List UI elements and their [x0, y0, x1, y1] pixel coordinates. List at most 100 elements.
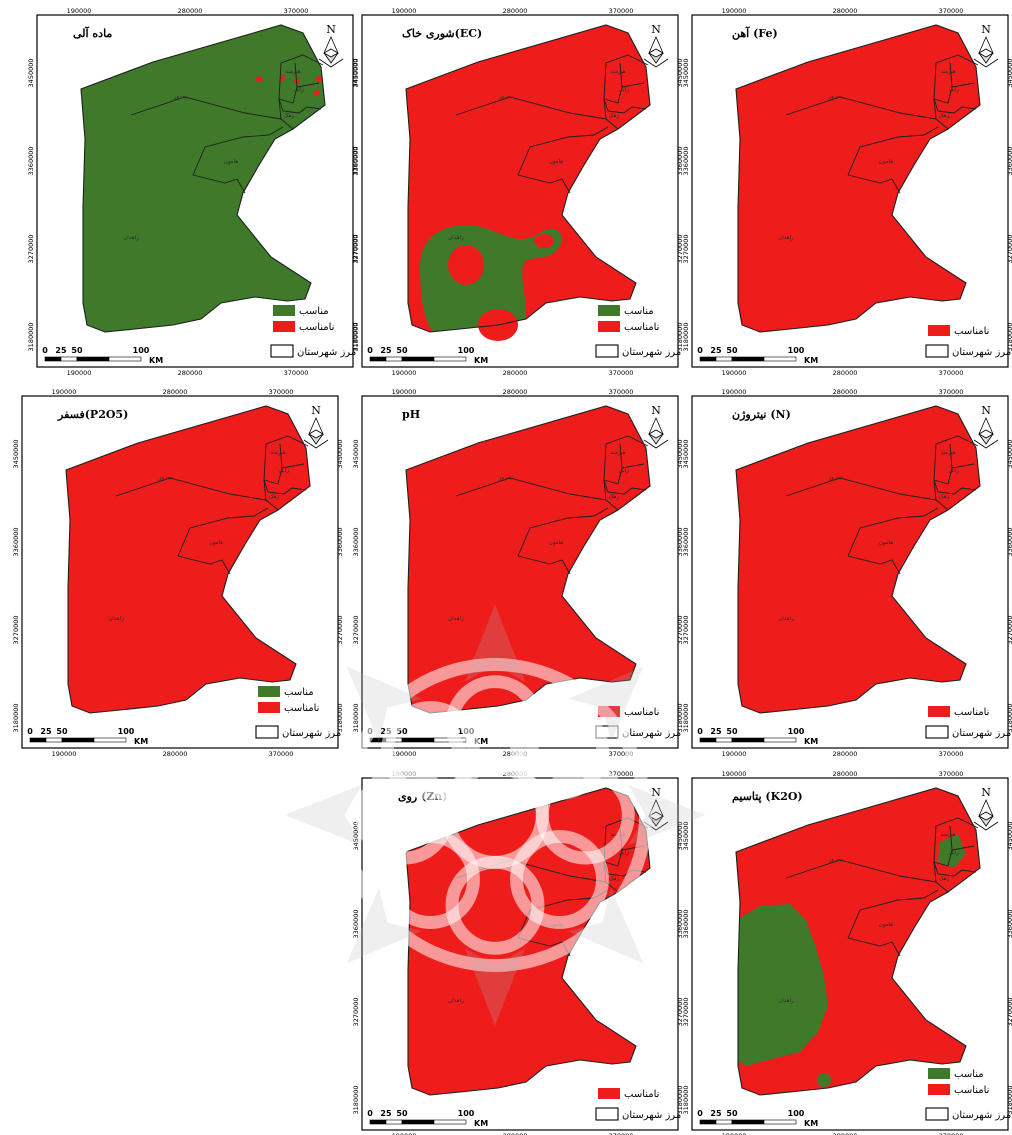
- legend-swatch-boundary: [925, 725, 949, 739]
- legend-label-suitable: مناسب: [284, 687, 314, 698]
- x-tick-label: 190000: [52, 750, 77, 758]
- x-tick-label: 190000: [722, 750, 747, 758]
- legend-label-boundary: مرز شهرستان: [622, 728, 681, 739]
- scale-unit: KM: [149, 356, 163, 365]
- county-label: هیرمند: [610, 69, 625, 75]
- county-boundary: [280, 118, 294, 130]
- y-tick-label: 3360000: [676, 910, 684, 939]
- county-label: زهک: [269, 493, 280, 500]
- county-boundary: [177, 507, 269, 557]
- county-label: زاهدان: [778, 235, 794, 241]
- county-label: نیمروز: [828, 94, 844, 100]
- north-label: N: [326, 23, 336, 36]
- y-tick-label: 3360000: [336, 528, 344, 557]
- scale-label: 25: [40, 727, 52, 736]
- county-boundary: [847, 126, 939, 176]
- y-tick-label: 3270000: [1006, 998, 1012, 1027]
- y-tick-label: 3360000: [352, 910, 360, 939]
- county-label: نیمروز: [498, 475, 514, 481]
- scale-label: 0: [697, 346, 703, 355]
- county-boundary: [785, 477, 937, 501]
- y-tick-label: 3360000: [12, 528, 20, 557]
- y-tick-label: 3180000: [682, 704, 690, 733]
- county-boundary: [949, 825, 953, 851]
- county-label: زاهدان: [448, 998, 464, 1004]
- county-boundary: [603, 479, 647, 495]
- map-title: ماده آلی: [73, 26, 112, 40]
- map-panel-zn: 190000 190000 280000 280000 370000 370000 3450…: [352, 770, 684, 1135]
- y-tick-label: 3270000: [352, 616, 360, 645]
- y-tick-label: 3180000: [676, 704, 684, 733]
- legend-label-boundary: مرز شهرستان: [622, 347, 681, 358]
- study-area: [736, 406, 980, 713]
- x-tick-label: 370000: [939, 7, 964, 15]
- scale-unit: KM: [474, 1119, 488, 1128]
- county-boundary: [933, 817, 979, 883]
- scale-label: 0: [42, 346, 48, 355]
- x-tick-label: 190000: [67, 369, 92, 377]
- scale-label: 100: [458, 1109, 475, 1118]
- county-boundary: [517, 174, 571, 194]
- suitable-zone: [736, 904, 828, 1066]
- county-boundary: [603, 54, 649, 120]
- county-label: هامون: [549, 540, 564, 546]
- y-tick-label: 3360000: [682, 910, 690, 939]
- county-label: نیمروز: [498, 857, 514, 863]
- x-tick-label: 280000: [833, 7, 858, 15]
- county-label: زهک: [939, 875, 950, 882]
- county-boundary: [294, 62, 298, 88]
- legend-swatch-suitable: [258, 686, 280, 697]
- region-outline: [735, 787, 981, 1096]
- county-label: زهک: [609, 112, 620, 119]
- legend-label-unsuitable: نامناسب: [954, 326, 989, 337]
- scale-label: 25: [55, 346, 67, 355]
- study-area: [81, 25, 325, 332]
- x-tick-label: 190000: [722, 7, 747, 15]
- scale-label: 100: [118, 727, 135, 736]
- y-tick-label: 3450000: [27, 59, 35, 88]
- county-label: زابل: [619, 468, 629, 474]
- y-tick-label: 3450000: [352, 822, 360, 851]
- map-panel-fe: 190000 190000 280000 280000 370000 370000 3450…: [682, 7, 1012, 377]
- map-panel-p2o5: 190000 190000 280000 280000 370000 370000 3450…: [12, 388, 344, 758]
- county-boundary: [933, 98, 977, 114]
- county-boundary: [278, 98, 322, 114]
- county-boundary: [265, 499, 279, 511]
- scale-label: 25: [710, 1109, 722, 1118]
- x-tick-label: 370000: [939, 750, 964, 758]
- y-tick-label: 3450000: [676, 59, 684, 88]
- county-label: زابل: [619, 850, 629, 856]
- county-boundary: [263, 463, 305, 485]
- x-tick-label: 280000: [163, 388, 188, 396]
- map-panel-k2o: 190000 190000 280000 280000 370000 370000 3450…: [682, 770, 1012, 1135]
- county-label: زاهدان: [448, 616, 464, 622]
- legend-swatch-boundary: [595, 344, 619, 358]
- north-label: N: [981, 786, 991, 799]
- map-panel-organic: 190000 190000 280000 280000 370000 370000 3450…: [27, 7, 359, 377]
- county-label: زابل: [949, 468, 959, 474]
- scale-label: 50: [396, 727, 408, 736]
- legend-label-boundary: مرز شهرستان: [952, 347, 1011, 358]
- county-label: نیمروز: [828, 475, 844, 481]
- county-label: هیرمند: [940, 832, 955, 838]
- x-tick-label: 370000: [939, 770, 964, 778]
- county-boundary: [933, 463, 975, 485]
- y-tick-label: 3270000: [676, 998, 684, 1027]
- y-tick-label: 3450000: [1006, 440, 1012, 469]
- county-label: نیمروز: [498, 94, 514, 100]
- county-label: نیمروز: [828, 857, 844, 863]
- county-boundary: [263, 435, 309, 501]
- y-tick-label: 3270000: [676, 235, 684, 264]
- y-tick-label: 3360000: [351, 147, 359, 176]
- county-label: هامون: [224, 159, 239, 165]
- region-outline: [735, 24, 981, 333]
- county-boundary: [603, 98, 647, 114]
- x-tick-label: 370000: [939, 369, 964, 377]
- county-boundary: [847, 507, 939, 557]
- county-boundary: [278, 54, 324, 120]
- north-label: N: [981, 23, 991, 36]
- scale-label: 50: [71, 346, 83, 355]
- legend-label-boundary: مرز شهرستان: [952, 728, 1011, 739]
